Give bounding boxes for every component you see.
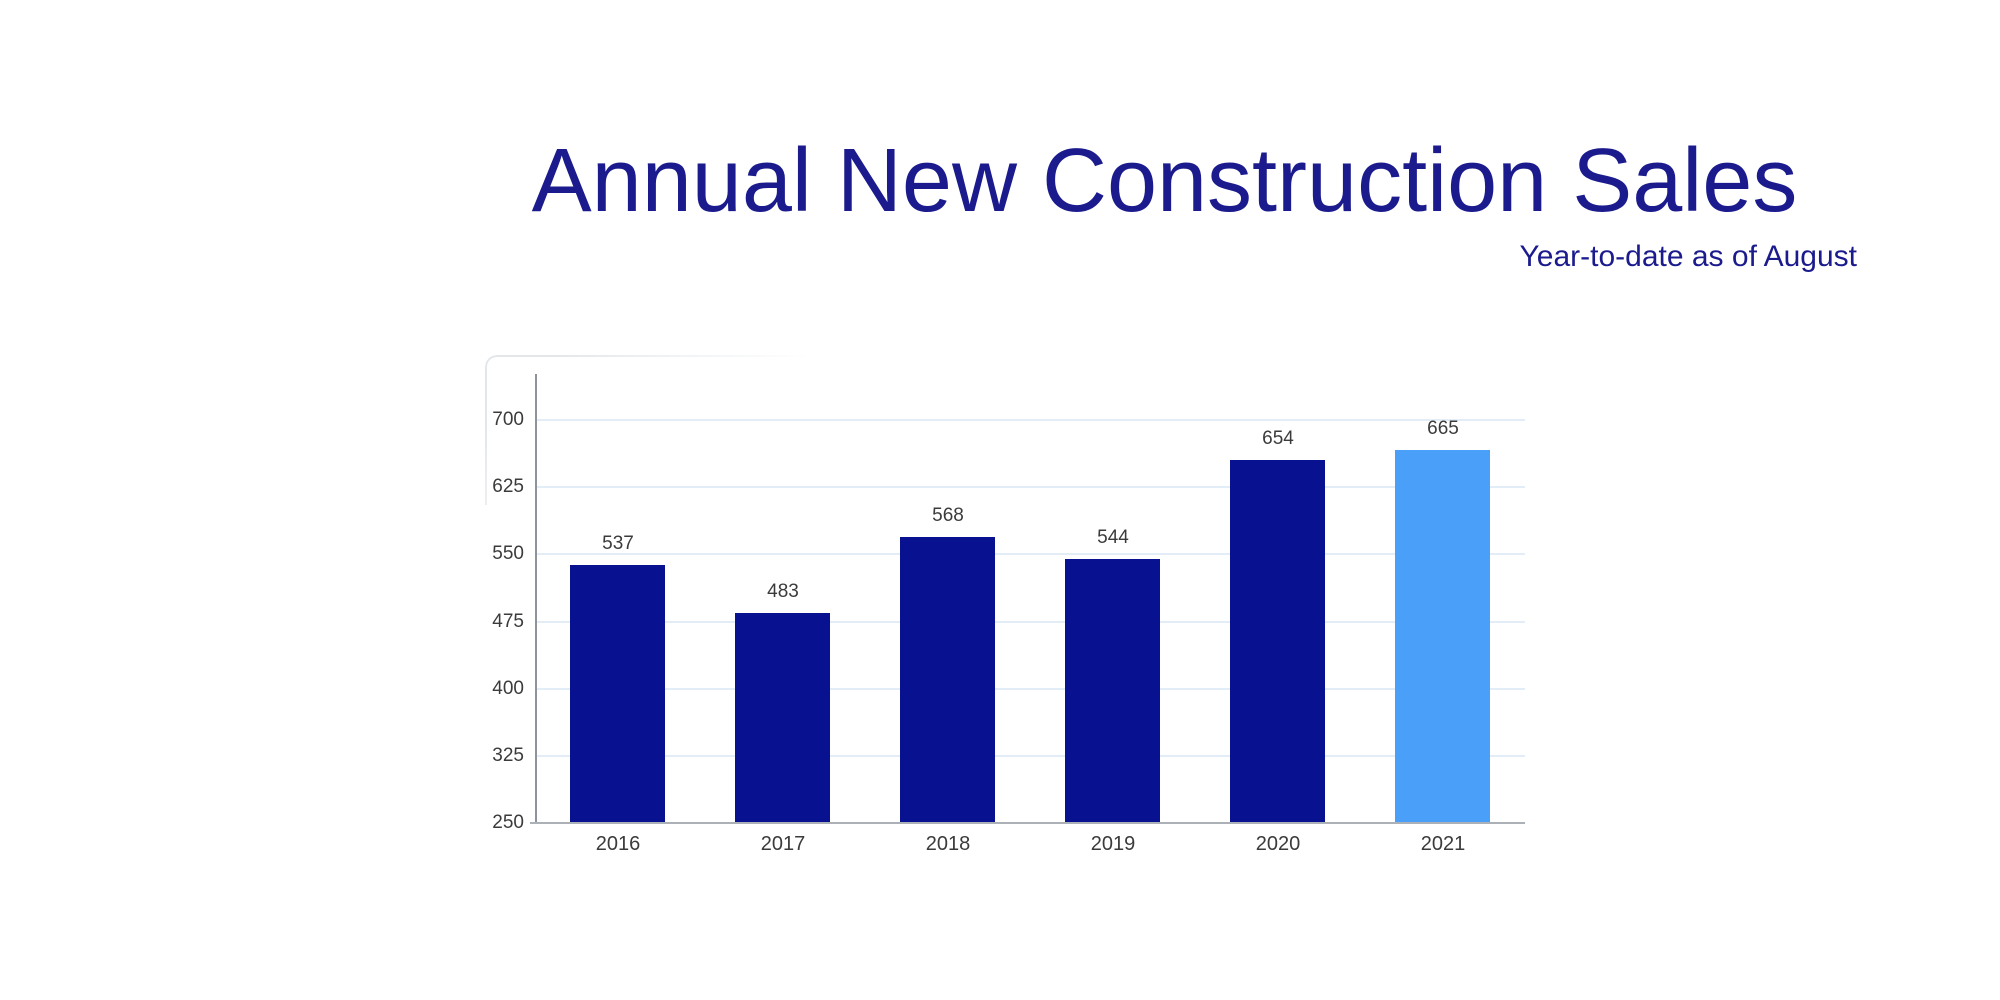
gridline-325 — [537, 755, 1525, 757]
bar-value-label: 568 — [932, 505, 964, 526]
x-axis-baseline — [530, 822, 1525, 824]
x-tick-label-2018: 2018 — [925, 833, 971, 855]
x-tick-label-2016: 2016 — [595, 833, 641, 855]
faint-card-outline — [485, 355, 805, 505]
bar-2021 — [1395, 450, 1490, 822]
y-tick-label: 625 — [492, 476, 524, 497]
bar-value-label: 654 — [1262, 428, 1294, 449]
bar-value-label: 544 — [1097, 527, 1129, 548]
x-tick-label-2020: 2020 — [1255, 833, 1301, 855]
x-tick-label-2021: 2021 — [1420, 833, 1466, 855]
gridline-550 — [537, 553, 1525, 555]
chart-title: Annual New Construction Sales — [531, 131, 1798, 231]
y-axis-line — [535, 374, 537, 822]
gridline-625 — [537, 486, 1525, 488]
y-tick-label: 325 — [492, 745, 524, 766]
bar-2019 — [1065, 559, 1160, 822]
y-tick-label: 475 — [492, 611, 524, 632]
gridline-400 — [537, 688, 1525, 690]
chart-subtitle: Year-to-date as of August — [1519, 240, 1857, 273]
bar-value-label: 483 — [767, 581, 799, 602]
gridline-475 — [537, 621, 1525, 623]
gridline-700 — [537, 419, 1525, 421]
bar-2018 — [900, 537, 995, 822]
bar-value-label: 665 — [1427, 418, 1459, 439]
y-tick-label: 250 — [492, 812, 524, 833]
x-tick-label-2019: 2019 — [1090, 833, 1136, 855]
bar-2020 — [1230, 460, 1325, 822]
bar-value-label: 537 — [602, 533, 634, 554]
x-tick-label-2017: 2017 — [760, 833, 806, 855]
y-tick-label: 700 — [492, 409, 524, 430]
bar-2016 — [570, 565, 665, 822]
y-tick-label: 400 — [492, 678, 524, 699]
bar-2017 — [735, 613, 830, 822]
y-tick-label: 550 — [492, 543, 524, 564]
